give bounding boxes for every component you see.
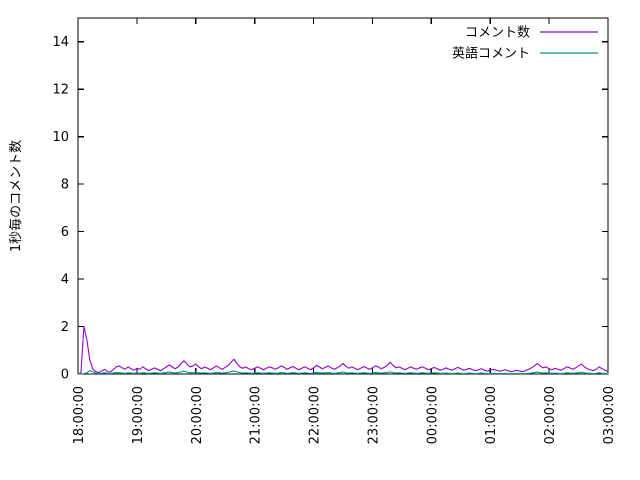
y-axis-title: 1秒毎のコメント数	[8, 140, 24, 252]
x-tick-label: 02:00:00	[543, 386, 558, 444]
y-axis: 0 2 4 6 8 10 12 14	[52, 35, 608, 383]
x-tick-label: 23:00:00	[366, 386, 381, 444]
y-tick-label: 8	[61, 178, 69, 193]
x-axis: 18:00:00 19:00:00 20:00:00 21:00:00 22:00:00…	[72, 18, 617, 444]
x-tick-label: 22:00:00	[308, 386, 323, 444]
y-tick-label: 14	[52, 35, 69, 50]
series-line-2	[77, 370, 609, 375]
legend-label-2: 英語コメント	[452, 46, 530, 62]
x-tick-label: 18:00:00	[72, 386, 87, 444]
x-tick-label: 21:00:00	[249, 386, 264, 444]
y-tick-label: 10	[52, 130, 69, 145]
x-tick-label: 20:00:00	[190, 386, 205, 444]
y-tick-label: 12	[52, 83, 69, 98]
y-tick-label: 2	[61, 320, 69, 335]
series-line-1	[77, 325, 609, 375]
x-tick-label: 03:00:00	[602, 386, 617, 444]
legend-label-1: コメント数	[465, 26, 530, 41]
y-tick-label: 4	[61, 273, 69, 288]
series-group	[77, 325, 609, 375]
plot-frame	[77, 17, 609, 375]
y-tick-label: 6	[61, 225, 69, 240]
y-tick-label: 0	[61, 368, 69, 383]
x-tick-label: 19:00:00	[131, 386, 146, 444]
x-tick-label: 01:00:00	[484, 386, 499, 444]
x-tick-label: 00:00:00	[425, 386, 440, 444]
